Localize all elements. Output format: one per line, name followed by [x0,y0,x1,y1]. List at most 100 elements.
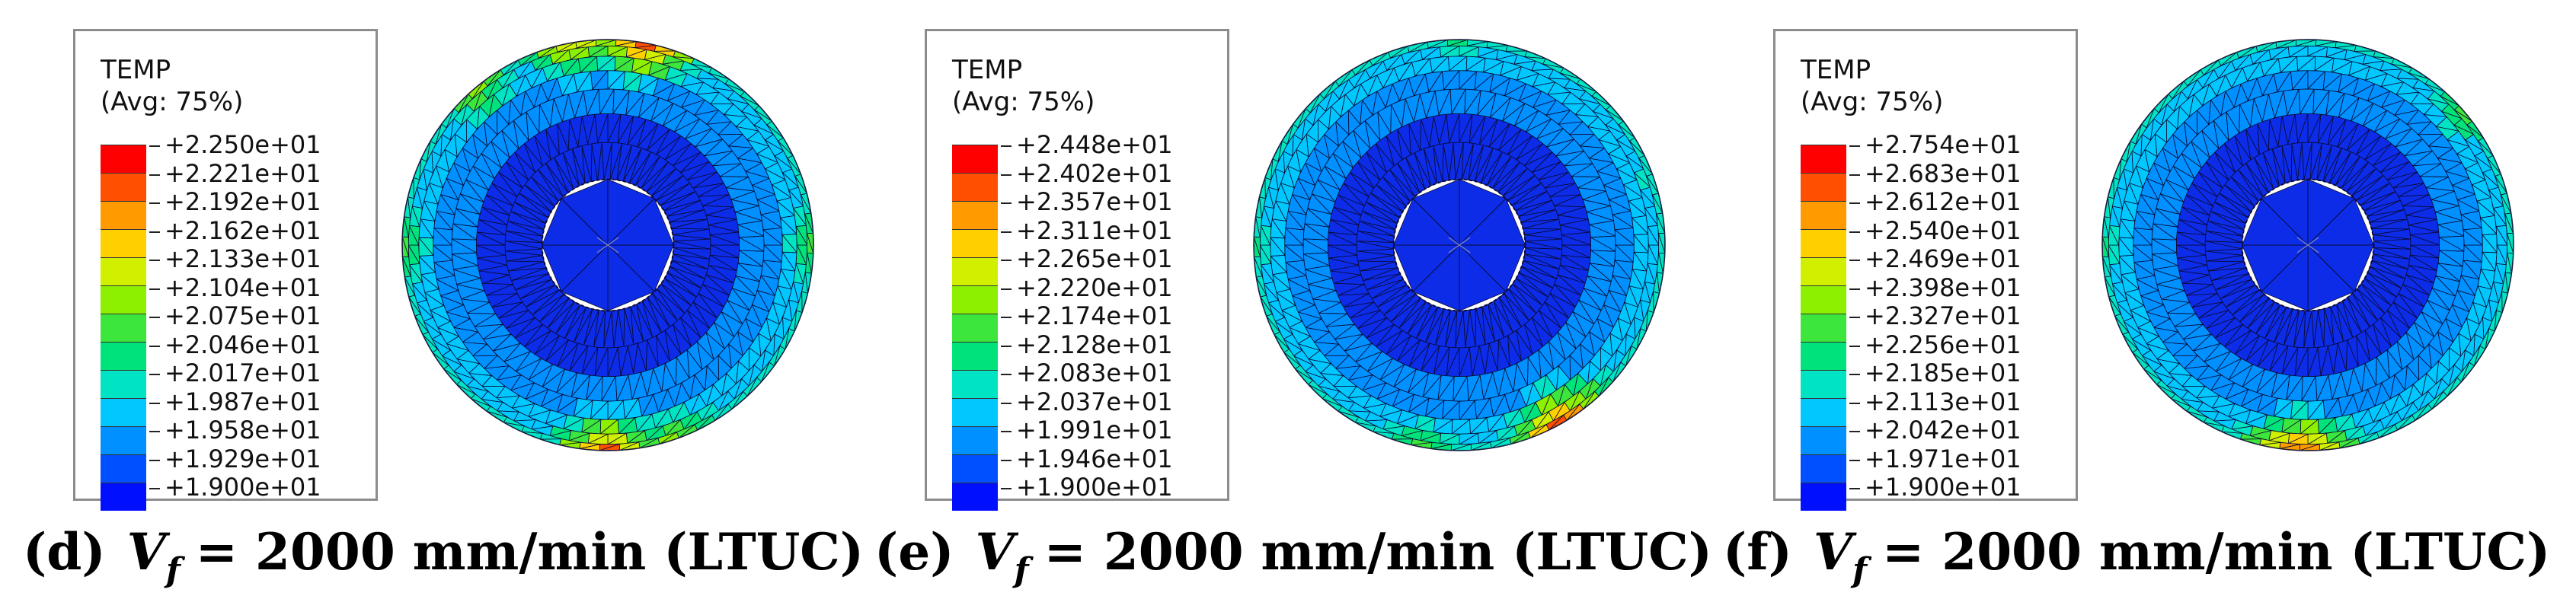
inner-ring [2241,178,2375,312]
scale-value: +1.987e+01 [149,387,321,417]
scale-swatch [952,342,998,370]
panel-f: TEMP (Avg: 75%) +2.754e+01 +2.683e+01 +2.6… [1700,0,2558,615]
scale-value: +2.250e+01 [149,130,321,160]
mesh-element [781,234,798,253]
scale-value: +2.265e+01 [1001,244,1173,274]
scale-value: +2.037e+01 [1001,387,1173,417]
scale-labels: +2.448e+01 +2.402e+01 +2.357e+01 +2.311e+01… [1001,130,1173,502]
scale-swatch [101,426,146,454]
scale-value: +2.075e+01 [149,301,321,331]
caption-label: (f) [1723,522,1792,582]
scale-value: +2.046e+01 [149,330,321,360]
scale-value: +2.185e+01 [1849,358,2021,388]
scale-value: +1.946e+01 [1001,445,1173,474]
caption-subscript: f [1014,551,1029,590]
scale-swatch [1801,285,1846,314]
mesh-element [2482,234,2498,253]
scale-swatch [1801,342,1846,370]
scale-swatch [1801,454,1846,483]
scale-value: +1.971e+01 [1849,445,2021,474]
mesh-element [762,229,784,246]
scale-swatch [101,483,146,511]
scale-swatch [1801,398,1846,426]
scale-labels: +2.250e+01 +2.221e+01 +2.192e+01 +2.162e+01… [149,130,321,502]
scale-labels: +2.754e+01 +2.683e+01 +2.612e+01 +2.540e+01… [1849,130,2021,502]
scale-swatch [1801,229,1846,257]
caption-variable: V [975,522,1015,582]
scale-swatch [952,370,998,398]
mesh-element [2507,233,2514,254]
scale-value: +1.929e+01 [149,445,321,474]
scale-swatch [952,229,998,257]
scale-swatch [952,398,998,426]
scale-swatch [952,426,998,454]
scale-swatch [952,483,998,511]
scale-swatch [952,173,998,201]
caption: (e) Vf = 2000 mm/min (LTUC) [874,518,1712,593]
disc-outline [401,39,814,451]
scale-value: +1.900e+01 [1001,473,1173,502]
mesh-element [739,237,765,252]
center-mark [596,237,619,253]
scale-swatch [1801,257,1846,285]
legend-subtitle: (Avg: 75%) [1801,87,1944,117]
scale-value: +2.221e+01 [149,159,321,189]
scale-swatch [101,314,146,342]
scale-swatch [952,314,998,342]
scale-value: +2.256e+01 [1849,330,2021,360]
scale-value: +2.128e+01 [1001,330,1173,360]
scale-swatch [101,370,146,398]
mesh-element [2495,226,2508,246]
scale-value: +2.113e+01 [1849,387,2021,417]
scale-swatch [952,201,998,229]
legend-subtitle: (Avg: 75%) [101,87,244,117]
mesh-element [1647,226,1660,246]
scale-swatch [101,201,146,229]
legend-title: TEMP [101,55,171,85]
caption-text: = 2000 mm/min (LTUC) [1882,522,2551,582]
scale-value: +1.900e+01 [149,473,321,502]
scale-value: +1.958e+01 [149,416,321,445]
scale-value: +2.754e+01 [1849,130,2021,160]
scale-swatch [101,173,146,201]
mesh-element [795,226,808,246]
scale-value: +2.133e+01 [149,244,321,274]
scale-swatch [1801,201,1846,229]
color-scale [952,145,998,511]
mesh-element [1658,233,1666,254]
scale-value: +2.612e+01 [1849,187,2021,217]
caption-subscript: f [1852,551,1868,590]
scale-swatch [101,285,146,314]
scale-swatch [101,398,146,426]
mesh-element [1561,234,1591,246]
caption-subscript: f [165,551,181,590]
scale-swatch [101,454,146,483]
caption-text: = 2000 mm/min (LTUC) [1044,522,1712,582]
scale-value: +2.192e+01 [149,187,321,217]
scale-value: +2.104e+01 [149,273,321,303]
scale-value: +1.900e+01 [1849,473,2021,502]
scale-value: +2.220e+01 [1001,273,1173,303]
legend-title: TEMP [952,55,1023,85]
mesh-element [1614,229,1635,246]
scale-value: +2.540e+01 [1849,216,2021,246]
inner-ring [1392,178,1526,312]
scale-swatch [101,229,146,257]
scale-swatch [1801,314,1846,342]
disc-outline [2101,39,2514,451]
scale-swatch [101,257,146,285]
temperature-contour-disc [401,39,814,451]
scale-swatch [101,145,146,173]
caption: (d) Vf = 2000 mm/min (LTUC) [23,518,864,593]
scale-swatch [1801,370,1846,398]
caption-label: (e) [874,522,954,582]
color-scale [101,145,146,511]
panel-d: TEMP (Avg: 75%) +2.250e+01 +2.221e+01 +2.1… [0,0,864,615]
scale-value: +2.311e+01 [1001,216,1173,246]
scale-swatch [101,342,146,370]
scale-swatch [1801,173,1846,201]
scale-swatch [1801,426,1846,454]
legend-title: TEMP [1801,55,1871,85]
scale-value: +1.991e+01 [1001,416,1173,445]
scale-value: +2.327e+01 [1849,301,2021,331]
